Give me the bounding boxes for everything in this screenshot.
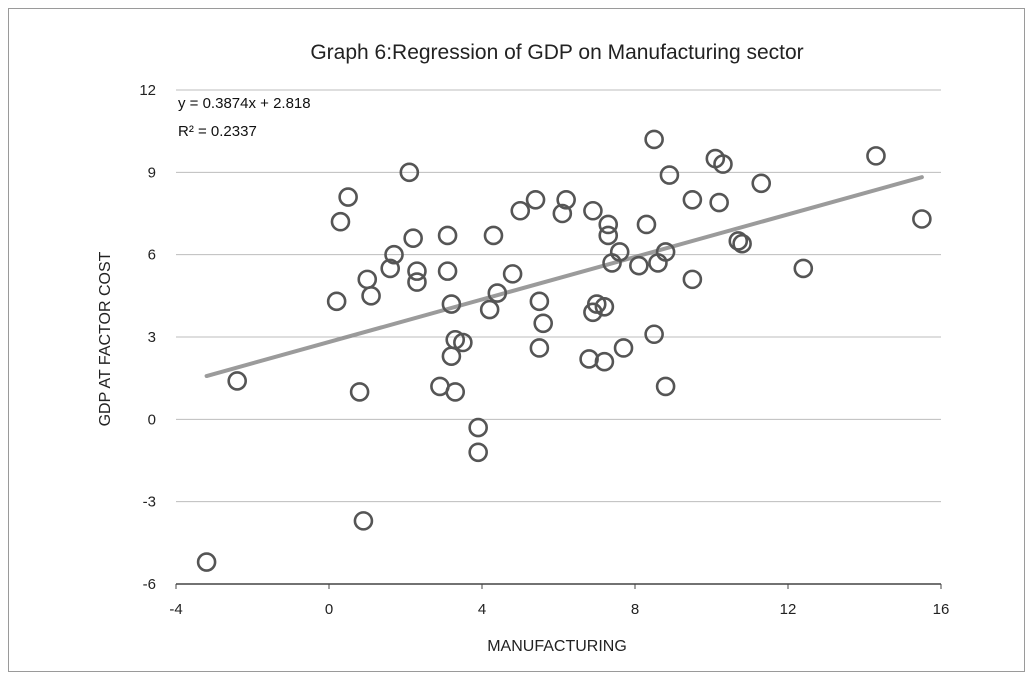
data-point <box>728 231 749 251</box>
r-squared-label: R² = 0.2337 <box>178 123 257 140</box>
data-points <box>196 129 932 572</box>
data-point <box>609 242 630 262</box>
y-axis-label: GDP AT FACTOR COST <box>97 251 114 426</box>
data-point <box>709 192 729 213</box>
data-point <box>912 209 932 229</box>
data-point <box>483 225 504 246</box>
data-point <box>510 200 531 221</box>
y-tick-label: 3 <box>148 329 156 346</box>
data-point <box>552 203 573 224</box>
y-tick-label: 6 <box>148 247 156 264</box>
data-point <box>487 283 508 303</box>
data-point <box>556 189 576 210</box>
data-point <box>399 162 420 183</box>
data-point <box>468 417 488 438</box>
data-point <box>407 272 427 292</box>
data-point <box>713 154 733 174</box>
data-point <box>525 189 546 210</box>
y-tick-label: -6 <box>143 576 156 593</box>
data-point <box>468 442 488 463</box>
x-tick-label: 16 <box>933 601 950 618</box>
y-tick-label: 0 <box>148 411 156 428</box>
data-point <box>380 258 401 279</box>
data-point <box>349 382 370 402</box>
data-point <box>644 129 664 150</box>
data-point <box>629 255 649 276</box>
data-point <box>655 242 676 262</box>
x-axis-label: MANUFACTURING <box>487 638 627 655</box>
x-tick-label: 0 <box>325 601 333 618</box>
data-point <box>407 261 427 281</box>
data-point <box>529 291 550 312</box>
x-tick-label: 12 <box>780 601 797 618</box>
data-point <box>751 173 772 194</box>
x-tick-label: 8 <box>631 601 639 618</box>
gridlines <box>176 89 941 585</box>
data-point <box>196 552 217 572</box>
data-point <box>441 294 462 314</box>
data-point <box>682 189 703 210</box>
data-point <box>655 376 676 397</box>
data-point <box>659 165 680 185</box>
data-point <box>594 351 615 372</box>
data-point <box>227 371 247 391</box>
data-point <box>330 211 351 232</box>
data-point <box>644 324 664 345</box>
data-point <box>403 228 423 248</box>
data-point <box>529 338 550 358</box>
chart-title: Graph 6:Regression of GDP on Manufacturi… <box>310 41 803 64</box>
data-point <box>682 269 703 290</box>
data-point <box>594 297 615 317</box>
trendline-equation: y = 0.3874x + 2.818 <box>178 95 311 112</box>
data-point <box>437 261 458 281</box>
data-point <box>453 332 473 353</box>
data-point <box>502 264 523 284</box>
y-tick-label: -3 <box>143 494 156 511</box>
data-point <box>326 291 347 312</box>
data-point <box>384 244 404 265</box>
x-tick-labels: -4 0 4 8 12 16 <box>169 584 949 618</box>
data-point <box>357 269 378 290</box>
data-point <box>437 225 458 246</box>
chart-frame <box>8 8 1025 672</box>
data-point <box>613 338 634 358</box>
data-point <box>583 200 603 221</box>
data-point <box>445 382 466 402</box>
data-point <box>598 225 619 246</box>
data-point <box>866 146 886 166</box>
y-tick-label: 12 <box>139 82 156 99</box>
trendline-group <box>204 175 924 379</box>
data-point <box>479 299 500 320</box>
data-point <box>793 258 814 279</box>
data-point <box>361 286 381 306</box>
data-point <box>353 511 374 531</box>
y-tick-labels: -6 -3 0 3 6 9 12 <box>139 82 156 593</box>
x-tick-label: -4 <box>169 601 182 618</box>
y-tick-label: 9 <box>148 164 156 181</box>
x-tick-label: 4 <box>478 601 486 618</box>
data-point <box>598 214 619 235</box>
data-point <box>636 214 657 235</box>
data-point <box>732 233 752 254</box>
data-point <box>338 187 358 207</box>
data-point <box>533 313 554 334</box>
trendline <box>204 175 924 379</box>
